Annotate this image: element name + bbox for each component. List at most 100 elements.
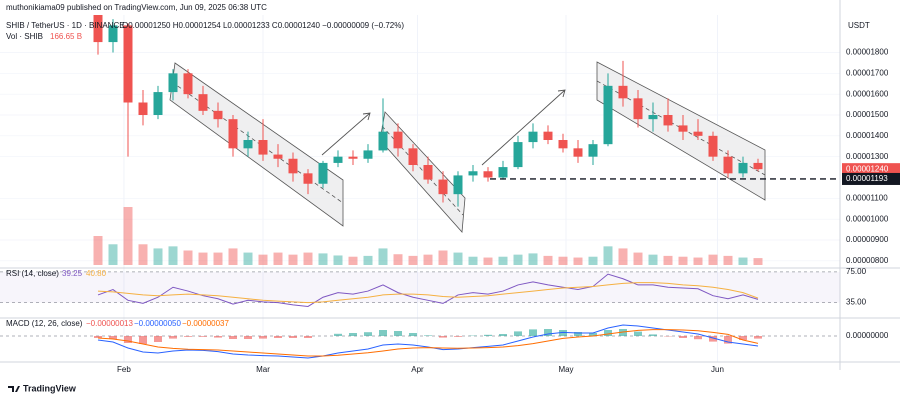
macd-hist-bar — [199, 336, 207, 337]
support-label: 0.00001193 — [846, 174, 888, 183]
macd-hist-bar — [124, 336, 132, 343]
macd-hist-bar — [304, 336, 312, 338]
y-tick-label: 0.00000900 — [846, 235, 889, 244]
y-tick-label: 0.00000000 — [846, 331, 889, 340]
candle-body — [648, 115, 658, 120]
volume-bar — [168, 246, 178, 265]
macd-hist-bar — [289, 336, 297, 338]
volume-bar — [513, 254, 523, 265]
candle-body — [243, 140, 253, 149]
volume-bar — [648, 254, 658, 265]
midline — [381, 125, 464, 216]
volume-bar — [288, 254, 298, 265]
y-tick-label: 75.00 — [846, 267, 867, 276]
axes: Feb Mar Apr May Jun 0.00001800 0.00001700 0.000… — [117, 48, 900, 374]
rsi-title: RSI (14, close) — [6, 269, 59, 278]
candle-body — [138, 102, 148, 115]
candle-body — [318, 162, 328, 184]
macd-hist-bar — [439, 336, 447, 338]
macd-hist-bar — [724, 336, 732, 344]
volume-bar — [708, 254, 718, 265]
candle-body — [183, 73, 193, 95]
rsi-value: 39.25 — [62, 269, 83, 278]
macd-hist-bar — [604, 330, 612, 336]
candle-body — [363, 150, 373, 159]
candle-body — [693, 131, 703, 136]
candle-body — [543, 131, 553, 140]
volume-bar — [603, 246, 613, 265]
volume-bar — [273, 252, 283, 265]
macd-hist-value: −0.00000013 — [86, 319, 133, 328]
macd-hist-bar — [349, 333, 357, 336]
volume-bar — [678, 256, 688, 265]
volume-bar — [738, 257, 748, 265]
volume-bar — [393, 254, 403, 265]
macd-hist-bar — [409, 333, 417, 336]
candle-body — [288, 158, 298, 174]
candle-body — [108, 25, 118, 43]
volume-bar — [153, 248, 163, 265]
macd-line — [97, 324, 759, 359]
macd-hist-bar — [229, 336, 237, 339]
candle-body — [468, 171, 478, 176]
candle-body — [663, 115, 673, 126]
candle-body — [603, 85, 613, 145]
volume-bar — [408, 255, 418, 265]
volume-bar — [483, 257, 493, 265]
macd-line — [97, 329, 759, 357]
volume-bar — [573, 257, 583, 265]
volume-bar — [303, 252, 313, 265]
volume-bar — [318, 253, 328, 265]
candle-body — [303, 173, 313, 184]
volume-bar — [258, 254, 268, 265]
y-tick-label: 0.00001800 — [846, 48, 889, 57]
volume-bar — [498, 256, 508, 265]
y-tick-label: 0.00001500 — [846, 110, 889, 119]
macd-hist-bar — [679, 336, 687, 338]
candle-body — [228, 119, 238, 149]
candle-body — [618, 85, 628, 99]
candle-body — [588, 144, 598, 157]
macd-hist-bar — [259, 336, 267, 339]
candle-body — [168, 73, 178, 93]
y-tick-label: 0.00001300 — [846, 152, 889, 161]
volume-bar — [663, 255, 673, 265]
volume-bar — [333, 255, 343, 265]
macd-hist-bar — [424, 335, 432, 336]
arrow — [321, 112, 371, 156]
candle-body — [213, 110, 223, 120]
macd-hist-bar — [379, 330, 387, 336]
volume-bar — [468, 256, 478, 265]
macd-hist-bar — [364, 332, 372, 336]
macd-value: −0.00000050 — [134, 319, 181, 328]
rsi-line — [97, 273, 759, 307]
candle-body — [528, 131, 538, 143]
logo-icon — [8, 386, 20, 392]
currency: USDT — [848, 21, 870, 30]
last-price-box — [842, 163, 900, 176]
brand: TradingView — [23, 383, 77, 393]
macd-hist-bar — [499, 334, 507, 336]
candle-body — [498, 167, 508, 178]
candle-body — [423, 165, 433, 180]
macd-hist-bar — [559, 330, 567, 336]
macd-hist-bar — [394, 331, 402, 336]
volume-bar — [348, 256, 358, 265]
macd-hist-bar — [634, 331, 642, 336]
candle-body — [333, 156, 343, 163]
macd-hist-bar — [484, 334, 492, 336]
x-tick-label: May — [558, 365, 573, 374]
volume-bar — [543, 255, 553, 265]
volume-bar — [213, 252, 223, 265]
symbol: SHIB / TetherUS · 1D · BINANCE — [6, 21, 125, 30]
volume-bar — [108, 244, 118, 265]
volume-bar — [378, 248, 388, 265]
candle-body — [708, 135, 718, 157]
arrow — [481, 89, 566, 166]
volume-bar — [423, 254, 433, 265]
volume-bar — [753, 258, 763, 265]
candle-body — [348, 156, 358, 159]
last-price-label: 0.00001240 — [846, 164, 889, 173]
volume-bar — [198, 252, 208, 265]
volume-bar — [693, 257, 703, 265]
